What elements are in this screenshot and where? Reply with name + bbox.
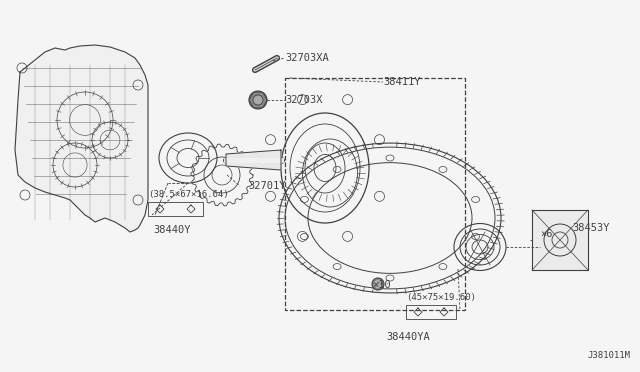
Text: 38440Y: 38440Y	[153, 225, 191, 235]
Text: J381011M: J381011M	[587, 351, 630, 360]
Text: (38.5×67×16.64): (38.5×67×16.64)	[148, 190, 228, 199]
Text: 38411Y: 38411Y	[383, 77, 420, 87]
Polygon shape	[532, 210, 588, 270]
Bar	[406, 305, 456, 319]
Text: ×6: ×6	[540, 229, 552, 239]
Text: 32703X: 32703X	[285, 95, 323, 105]
Text: 38440YA: 38440YA	[386, 332, 430, 342]
Polygon shape	[15, 45, 148, 232]
Circle shape	[372, 278, 384, 290]
Circle shape	[374, 280, 381, 288]
Text: 32701Y: 32701Y	[248, 181, 285, 191]
Circle shape	[253, 95, 263, 105]
Text: 38453Y: 38453Y	[572, 223, 609, 233]
Text: ×10: ×10	[372, 280, 391, 290]
Text: (45×75×19.60): (45×75×19.60)	[406, 293, 476, 302]
Circle shape	[249, 91, 267, 109]
Bar	[148, 202, 203, 216]
Bar	[285, 78, 465, 310]
Text: 32703XA: 32703XA	[285, 53, 329, 63]
Polygon shape	[226, 150, 281, 170]
